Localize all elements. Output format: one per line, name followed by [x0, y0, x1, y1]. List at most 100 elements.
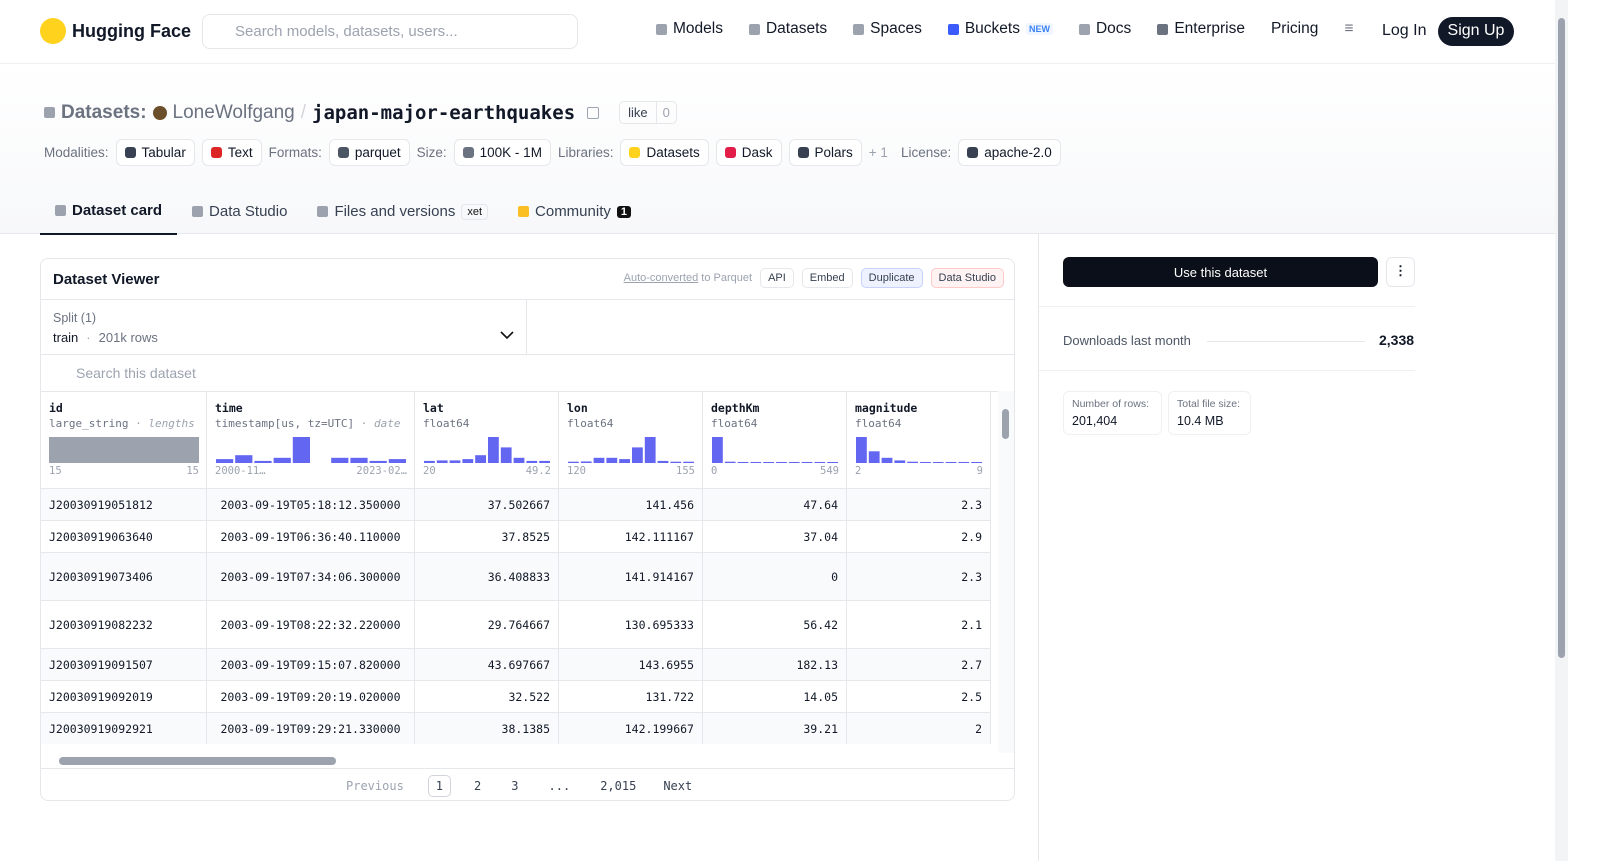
page-button[interactable]: 2	[474, 779, 482, 793]
histogram-bar[interactable]	[945, 461, 957, 463]
histogram-bar[interactable]	[350, 457, 368, 463]
histogram-bar[interactable]	[737, 461, 749, 463]
h-scrollbar[interactable]	[41, 753, 1014, 769]
tag-chip[interactable]: Dask	[715, 139, 782, 166]
viewer-action[interactable]: API	[760, 268, 794, 288]
histogram-bar[interactable]	[254, 460, 272, 463]
histogram-bar[interactable]	[475, 455, 486, 463]
histogram-bar[interactable]	[500, 447, 512, 463]
histogram-bar[interactable]	[593, 457, 605, 463]
histogram-bar[interactable]	[462, 459, 474, 463]
logo[interactable]: Hugging Face	[40, 18, 191, 44]
histogram-bar[interactable]	[424, 460, 435, 463]
nav-link[interactable]: Docs	[1078, 20, 1131, 38]
search-input[interactable]: Search models, datasets, users...	[202, 14, 578, 49]
histogram-bar[interactable]	[488, 437, 499, 463]
auto-converted-link[interactable]: Auto-converted	[623, 272, 699, 284]
next-button[interactable]: Next	[663, 779, 693, 793]
page-button[interactable]: 1	[427, 775, 452, 797]
more-button[interactable]: ⋮	[1386, 257, 1415, 287]
owner-link[interactable]: LoneWolfgang	[172, 101, 295, 123]
histogram-bar[interactable]	[49, 437, 199, 463]
histogram-bar[interactable]	[670, 461, 682, 463]
copy-icon[interactable]	[587, 106, 600, 119]
tag-chip[interactable]: Polars	[788, 139, 862, 166]
histogram-bar[interactable]	[513, 457, 525, 463]
tag-chip[interactable]: 100K - 1M	[453, 139, 551, 166]
page-button[interactable]: ...	[548, 779, 571, 793]
nav-link[interactable]: Enterprise	[1157, 20, 1245, 38]
h-thumb[interactable]	[59, 757, 336, 765]
viewer-search[interactable]: Search this dataset	[76, 365, 196, 381]
tab[interactable]: Files and versions xet	[302, 196, 503, 235]
histogram-bar[interactable]	[814, 461, 826, 463]
histogram-bar[interactable]	[216, 459, 234, 463]
tab[interactable]: Community 1	[503, 196, 646, 235]
histogram-bar[interactable]	[526, 460, 538, 463]
page-button[interactable]: 2,015	[600, 779, 637, 793]
nav-link[interactable]: Pricing	[1271, 20, 1318, 38]
menu-icon[interactable]: ≡	[1344, 20, 1354, 37]
v-thumb[interactable]	[1002, 409, 1009, 439]
histogram-bar[interactable]	[657, 460, 669, 463]
v-scrollbar[interactable]	[998, 391, 1014, 753]
tag-chip[interactable]: Datasets	[620, 139, 709, 166]
histogram-bar[interactable]	[932, 461, 944, 463]
histogram-bar[interactable]	[331, 457, 349, 463]
tag-chip[interactable]: Tabular	[115, 139, 195, 166]
histogram-bar[interactable]	[292, 437, 310, 463]
histogram-bar[interactable]	[273, 457, 291, 463]
histogram-bar[interactable]	[827, 461, 838, 463]
histogram-bar[interactable]	[894, 460, 906, 463]
histogram-bar[interactable]	[644, 437, 656, 463]
histogram-bar[interactable]	[920, 461, 931, 463]
histogram-bar[interactable]	[958, 461, 970, 463]
histogram-bar[interactable]	[868, 451, 880, 463]
nav-link[interactable]: Spaces	[853, 20, 922, 38]
tab[interactable]: Data Studio	[177, 196, 302, 235]
login-link[interactable]: Log In	[1382, 22, 1427, 39]
histogram-bar[interactable]	[724, 461, 736, 463]
histogram-bar[interactable]	[750, 461, 762, 463]
histogram-bar[interactable]	[539, 460, 550, 463]
tab[interactable]: Dataset card	[40, 196, 178, 235]
tag-chip[interactable]: Text	[201, 139, 262, 166]
histogram-bar[interactable]	[568, 461, 579, 463]
like-button[interactable]: like 0	[619, 101, 677, 124]
histogram-bar[interactable]	[449, 460, 461, 463]
page-scrollbar[interactable]	[1555, 0, 1568, 861]
histogram-bar[interactable]	[619, 459, 630, 463]
histogram-bar[interactable]	[971, 461, 982, 463]
histogram-bar[interactable]	[235, 455, 253, 463]
nav-link[interactable]: Buckets NEW	[947, 20, 1053, 38]
histogram-bar[interactable]	[683, 461, 694, 463]
split-select[interactable]: Split (1) train · 201k rows	[41, 300, 527, 355]
viewer-action[interactable]: Duplicate	[860, 268, 923, 288]
histogram-bar[interactable]	[776, 461, 787, 463]
tag-chip[interactable]: parquet	[328, 139, 410, 166]
histogram-bar[interactable]	[632, 447, 643, 463]
histogram-bar[interactable]	[388, 459, 406, 463]
histogram-bar[interactable]	[856, 437, 867, 463]
page-scroll-thumb[interactable]	[1558, 18, 1565, 658]
signup-button[interactable]: Sign Up	[1438, 17, 1514, 46]
histogram-bar[interactable]	[436, 460, 448, 463]
page-button[interactable]: 3	[511, 779, 519, 793]
histogram-bar[interactable]	[763, 461, 774, 463]
histogram-bar[interactable]	[580, 461, 592, 463]
histogram-bar[interactable]	[801, 461, 813, 463]
viewer-action[interactable]: Embed	[801, 268, 853, 288]
nav-link[interactable]: Models	[656, 20, 723, 38]
histogram-bar[interactable]	[606, 457, 618, 463]
histogram-bar[interactable]	[788, 461, 800, 463]
tag-chip[interactable]: apache-2.0	[958, 139, 1061, 166]
dataset-name[interactable]: japan-major-earthquakes	[312, 101, 576, 124]
viewer-action[interactable]: Data Studio	[930, 268, 1004, 288]
histogram-bar[interactable]	[881, 457, 893, 463]
nav-link[interactable]: Datasets	[748, 20, 827, 38]
prev-button[interactable]: Previous	[346, 779, 404, 793]
histogram-bar[interactable]	[907, 461, 918, 463]
histogram-bar[interactable]	[369, 460, 387, 463]
histogram-bar[interactable]	[712, 437, 723, 463]
use-dataset-button[interactable]: Use this dataset	[1063, 257, 1378, 287]
